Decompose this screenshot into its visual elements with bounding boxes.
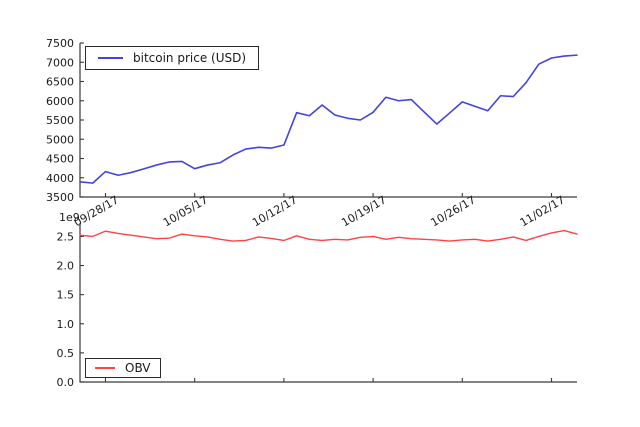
svg-text:1.5: 1.5 [57,289,75,302]
legend-label-obv: OBV [125,361,151,375]
svg-text:5500: 5500 [46,114,74,127]
legend-line-sample-red [95,367,115,369]
svg-text:10/19/17: 10/19/17 [339,193,388,229]
legend-line-sample-blue [98,57,123,59]
obv-chart-y-tick-labels: 0.0 0.5 1.0 1.5 2.0 2.5 [57,230,75,389]
svg-text:2.0: 2.0 [57,260,75,273]
svg-text:7500: 7500 [46,37,74,50]
obv-chart-tick-marks [80,235,553,383]
svg-text:7000: 7000 [46,56,74,69]
svg-text:3500: 3500 [46,191,74,204]
legend-label-bitcoin-price: bitcoin price (USD) [133,51,247,65]
svg-text:0.5: 0.5 [57,347,75,360]
svg-text:11/02/17: 11/02/17 [518,193,567,229]
svg-text:10/12/17: 10/12/17 [250,193,299,229]
svg-text:5000: 5000 [46,133,74,146]
svg-text:0.0: 0.0 [57,376,75,389]
svg-text:10/05/17: 10/05/17 [161,193,210,229]
svg-text:4500: 4500 [46,153,74,166]
legend-bitcoin-price: bitcoin price (USD) [85,46,260,70]
svg-text:6000: 6000 [46,95,74,108]
svg-text:6500: 6500 [46,76,74,89]
legend-obv: OBV [85,358,161,378]
obv-axis-offset-label: 1e9 [59,211,80,224]
svg-text:4000: 4000 [46,172,74,185]
obv-line [79,229,578,242]
bitcoin-price-line [79,54,578,184]
svg-text:1.0: 1.0 [57,318,75,331]
top-chart-x-tick-labels: 09/28/17 10/05/17 10/12/17 10/19/17 10/26/17… [72,193,567,229]
svg-text:2.5: 2.5 [57,230,75,243]
top-chart-tick-marks [80,42,553,198]
top-chart-y-tick-labels: 3500 4000 4500 5000 5500 6000 6500 7000 7500 [46,37,74,204]
obv-chart: 0.0 0.5 1.0 1.5 2.0 2.5 [57,223,578,389]
svg-text:10/26/17: 10/26/17 [429,193,478,229]
